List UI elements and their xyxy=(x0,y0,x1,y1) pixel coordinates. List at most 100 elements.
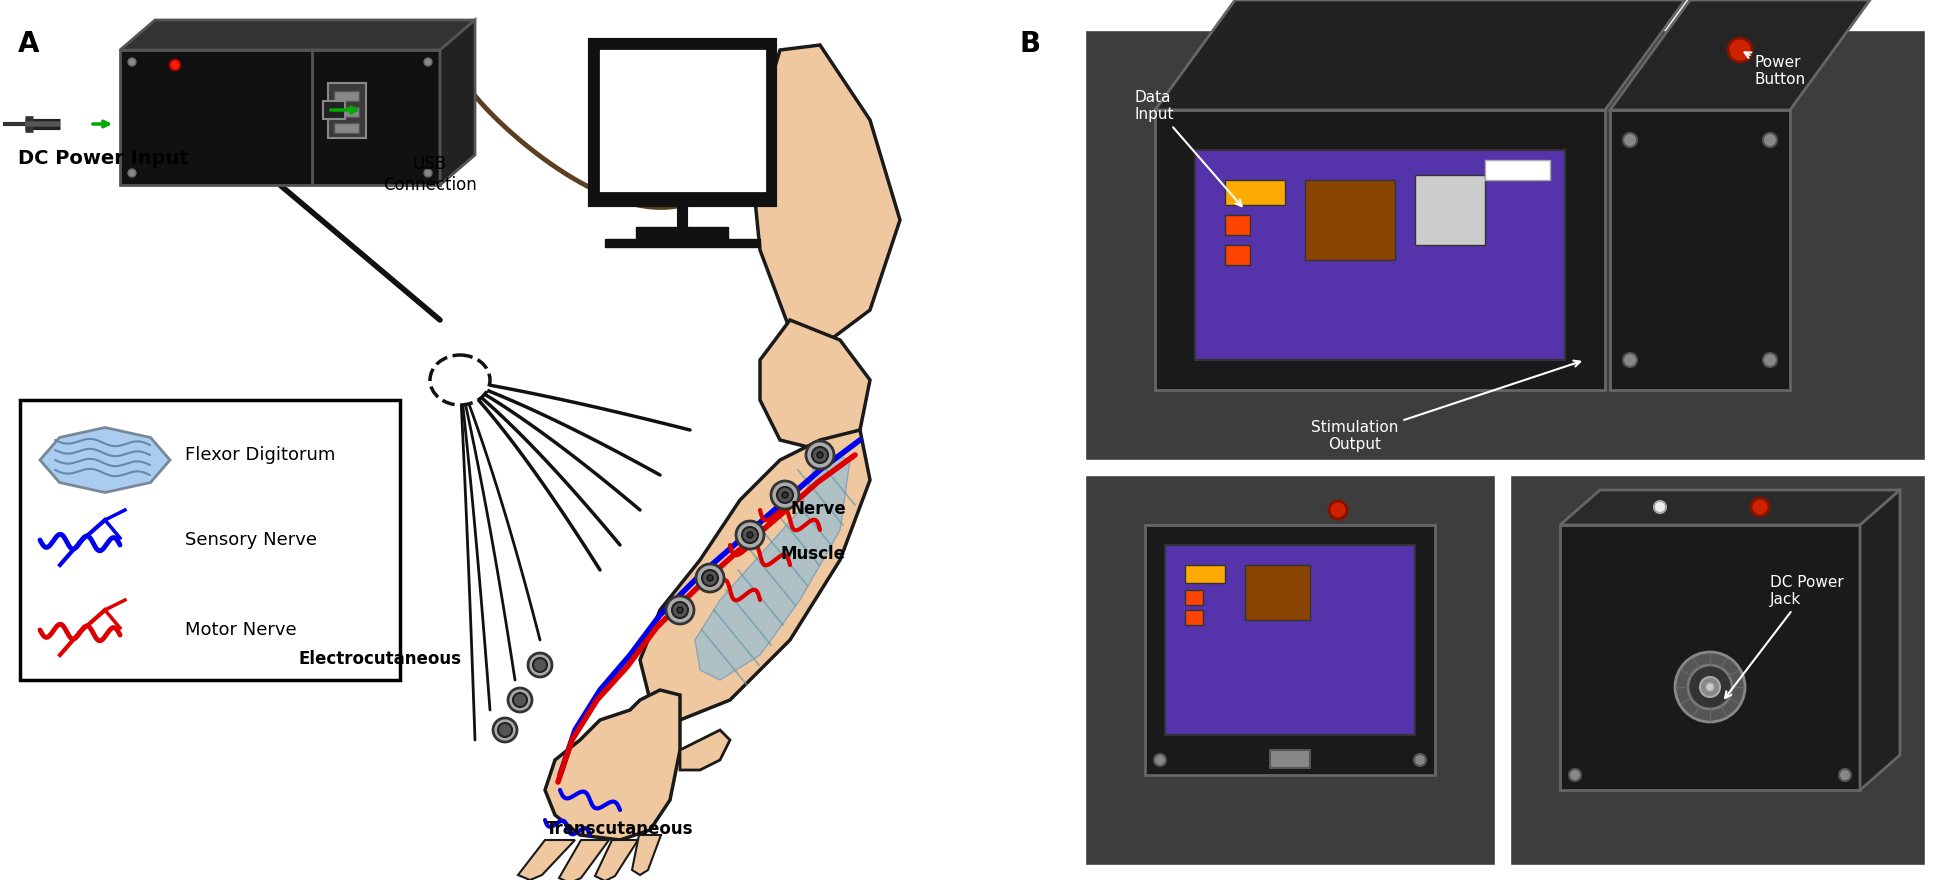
Circle shape xyxy=(492,718,518,742)
Circle shape xyxy=(782,492,787,498)
Polygon shape xyxy=(1155,110,1604,390)
Text: Transcutaneous: Transcutaneous xyxy=(547,820,694,838)
Bar xyxy=(1485,160,1550,180)
Circle shape xyxy=(1155,754,1167,766)
Text: B: B xyxy=(1020,30,1041,58)
Bar xyxy=(334,123,360,133)
Text: Power
Button: Power Button xyxy=(1745,53,1805,87)
Polygon shape xyxy=(750,45,901,340)
Text: Stimulation
Output: Stimulation Output xyxy=(1311,361,1581,452)
Circle shape xyxy=(1569,769,1581,781)
Text: DC Power Input: DC Power Input xyxy=(18,149,190,168)
Text: Data
Input: Data Input xyxy=(1135,90,1241,206)
Circle shape xyxy=(424,169,432,177)
Bar xyxy=(1225,215,1251,235)
Circle shape xyxy=(129,58,137,66)
Text: A: A xyxy=(18,30,39,58)
Circle shape xyxy=(676,607,684,613)
Text: Muscle: Muscle xyxy=(780,545,844,563)
Circle shape xyxy=(1763,353,1776,367)
Circle shape xyxy=(672,602,688,618)
Circle shape xyxy=(1706,683,1714,691)
Bar xyxy=(606,239,760,247)
Circle shape xyxy=(772,481,799,509)
Circle shape xyxy=(1763,133,1776,147)
Bar xyxy=(1225,180,1286,205)
Bar xyxy=(1270,750,1309,768)
Circle shape xyxy=(707,575,713,581)
Polygon shape xyxy=(1610,110,1790,390)
Bar xyxy=(328,83,365,138)
Circle shape xyxy=(170,60,180,70)
Circle shape xyxy=(1727,38,1753,62)
Circle shape xyxy=(666,596,694,624)
Polygon shape xyxy=(1860,490,1899,790)
Polygon shape xyxy=(39,428,170,493)
Polygon shape xyxy=(641,430,870,720)
Circle shape xyxy=(737,521,764,549)
Circle shape xyxy=(514,693,528,707)
Bar xyxy=(1305,180,1395,260)
Circle shape xyxy=(1751,498,1768,516)
Text: Flexor Digitorum: Flexor Digitorum xyxy=(186,446,336,464)
Polygon shape xyxy=(1610,0,1870,110)
Bar xyxy=(20,400,401,680)
Bar xyxy=(1245,565,1309,620)
Circle shape xyxy=(746,532,752,538)
Bar xyxy=(1510,475,1925,865)
Polygon shape xyxy=(760,320,870,450)
Circle shape xyxy=(424,58,432,66)
Bar xyxy=(635,227,729,239)
Text: Nerve: Nerve xyxy=(789,500,846,518)
Bar xyxy=(1196,150,1565,360)
Bar xyxy=(590,40,776,205)
Polygon shape xyxy=(119,20,475,50)
Circle shape xyxy=(778,487,793,503)
Bar xyxy=(598,48,768,193)
Text: Motor Nerve: Motor Nerve xyxy=(186,621,297,639)
Circle shape xyxy=(743,527,758,543)
Polygon shape xyxy=(1155,0,1684,110)
Circle shape xyxy=(1415,754,1426,766)
Polygon shape xyxy=(631,835,660,875)
Polygon shape xyxy=(1145,525,1434,775)
Bar xyxy=(1184,565,1225,583)
Circle shape xyxy=(1839,769,1850,781)
Bar xyxy=(1165,545,1415,735)
Bar xyxy=(322,101,346,119)
Circle shape xyxy=(498,723,512,737)
Circle shape xyxy=(701,570,717,586)
Circle shape xyxy=(129,169,137,177)
Bar xyxy=(1184,590,1204,605)
Polygon shape xyxy=(545,690,680,840)
Circle shape xyxy=(1700,677,1720,697)
Text: DC Power
Jack: DC Power Jack xyxy=(1725,575,1845,698)
Polygon shape xyxy=(518,840,574,880)
Bar xyxy=(1184,610,1204,625)
Polygon shape xyxy=(1559,525,1860,790)
Circle shape xyxy=(805,441,834,469)
Circle shape xyxy=(817,452,823,458)
Circle shape xyxy=(1329,501,1346,519)
Polygon shape xyxy=(119,50,440,185)
Bar xyxy=(1084,475,1495,865)
Bar xyxy=(1415,175,1485,245)
Circle shape xyxy=(533,658,547,672)
Bar xyxy=(334,91,360,101)
Circle shape xyxy=(1675,652,1745,722)
Text: Electrocutaneous: Electrocutaneous xyxy=(299,650,461,668)
Circle shape xyxy=(1624,133,1637,147)
Circle shape xyxy=(528,653,551,677)
Text: USB
Connection: USB Connection xyxy=(383,155,477,194)
Bar xyxy=(334,107,360,117)
Polygon shape xyxy=(596,840,639,880)
Circle shape xyxy=(1653,501,1667,513)
Circle shape xyxy=(813,447,828,463)
Text: Sensory Nerve: Sensory Nerve xyxy=(186,531,317,549)
Polygon shape xyxy=(559,840,610,880)
Polygon shape xyxy=(1559,490,1899,525)
Polygon shape xyxy=(680,730,731,770)
Ellipse shape xyxy=(430,355,490,405)
Circle shape xyxy=(696,564,725,592)
Circle shape xyxy=(508,688,531,712)
